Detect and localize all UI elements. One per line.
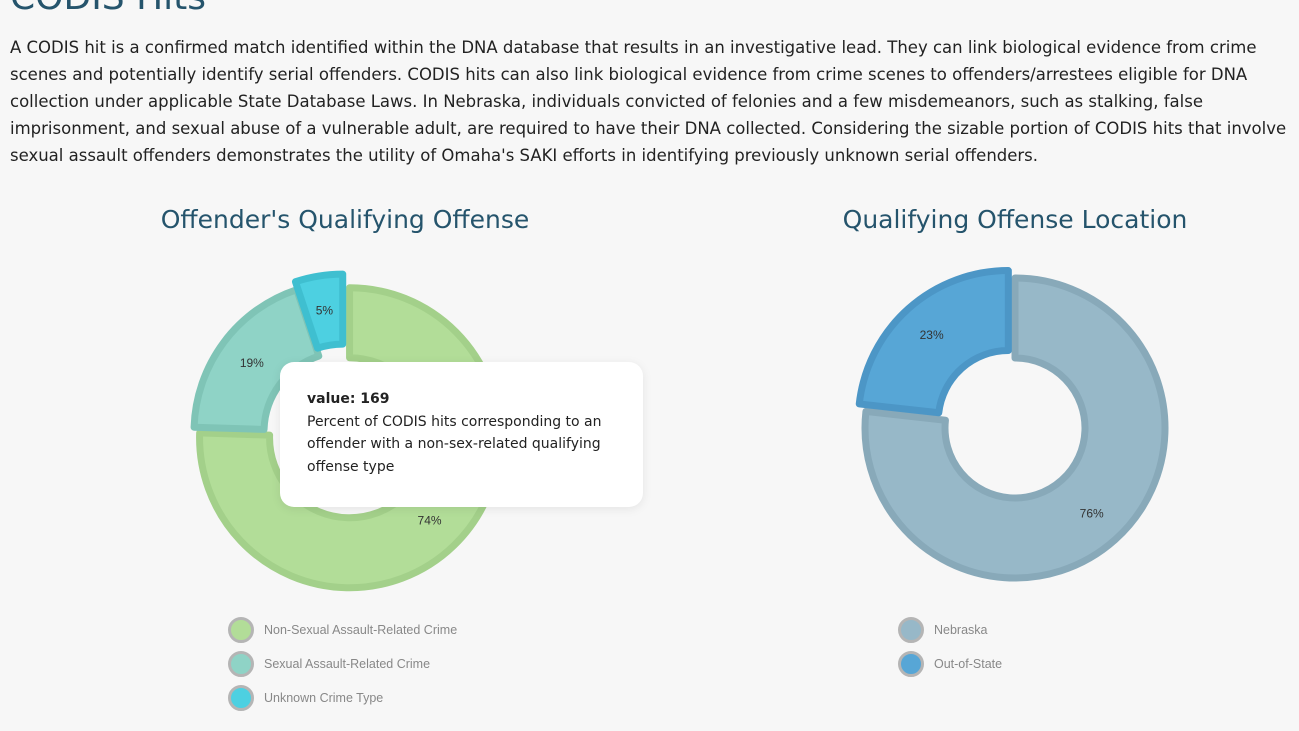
page-title: CODIS Hits	[10, 0, 206, 18]
legend-label: Sexual Assault-Related Crime	[264, 657, 431, 671]
chart-title-qualifying-offense: Offender's Qualifying Offense	[160, 205, 530, 234]
donut-slice-nebraska[interactable]	[861, 274, 1169, 582]
legend-label: Non-Sexual Assault-Related Crime	[264, 623, 458, 637]
legend-item-sexual-assault[interactable]: Sexual Assault-Related Crime	[228, 647, 457, 681]
legend-swatch	[228, 685, 254, 711]
chart-tooltip: value: 169 Percent of CODIS hits corresp…	[280, 362, 643, 507]
tooltip-description: Percent of CODIS hits corresponding to a…	[307, 413, 602, 475]
legend-item-out-of-state[interactable]: Out-of-State	[898, 647, 1002, 681]
legend-swatch	[898, 651, 924, 677]
intro-paragraph: A CODIS hit is a confirmed match identif…	[10, 38, 1287, 165]
legend-item-non-sexual-assault[interactable]: Non-Sexual Assault-Related Crime	[228, 613, 457, 647]
legend-label: Out-of-State	[934, 657, 1003, 671]
legend-swatch	[898, 617, 924, 643]
legend-label: Unknown Crime Type	[264, 691, 384, 705]
legend-item-nebraska[interactable]: Nebraska	[898, 613, 1002, 647]
legend-swatch	[228, 651, 254, 677]
donut-slice-out-of-state[interactable]	[855, 267, 1012, 417]
legend-offense-location: Nebraska Out-of-State	[898, 613, 1002, 681]
legend-item-unknown-crime[interactable]: Unknown Crime Type	[228, 681, 457, 715]
legend-label: Nebraska	[934, 623, 988, 637]
legend-qualifying-offense: Non-Sexual Assault-Related Crime Sexual …	[228, 613, 457, 715]
legend-swatch	[228, 617, 254, 643]
donut-slice-unknown-crime-type[interactable]	[291, 270, 347, 352]
tooltip-value: value: 169	[307, 391, 390, 407]
chart-title-offense-location: Qualifying Offense Location	[842, 205, 1188, 234]
